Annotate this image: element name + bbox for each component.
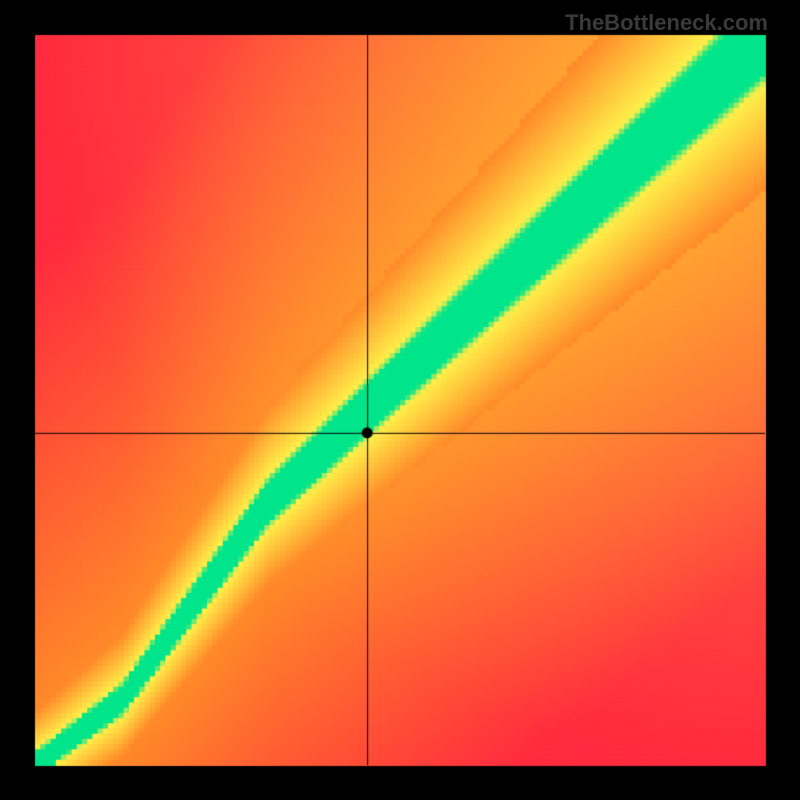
chart-container: TheBottleneck.com [0, 0, 800, 800]
crosshair-overlay [0, 0, 800, 800]
watermark-text: TheBottleneck.com [565, 10, 768, 36]
